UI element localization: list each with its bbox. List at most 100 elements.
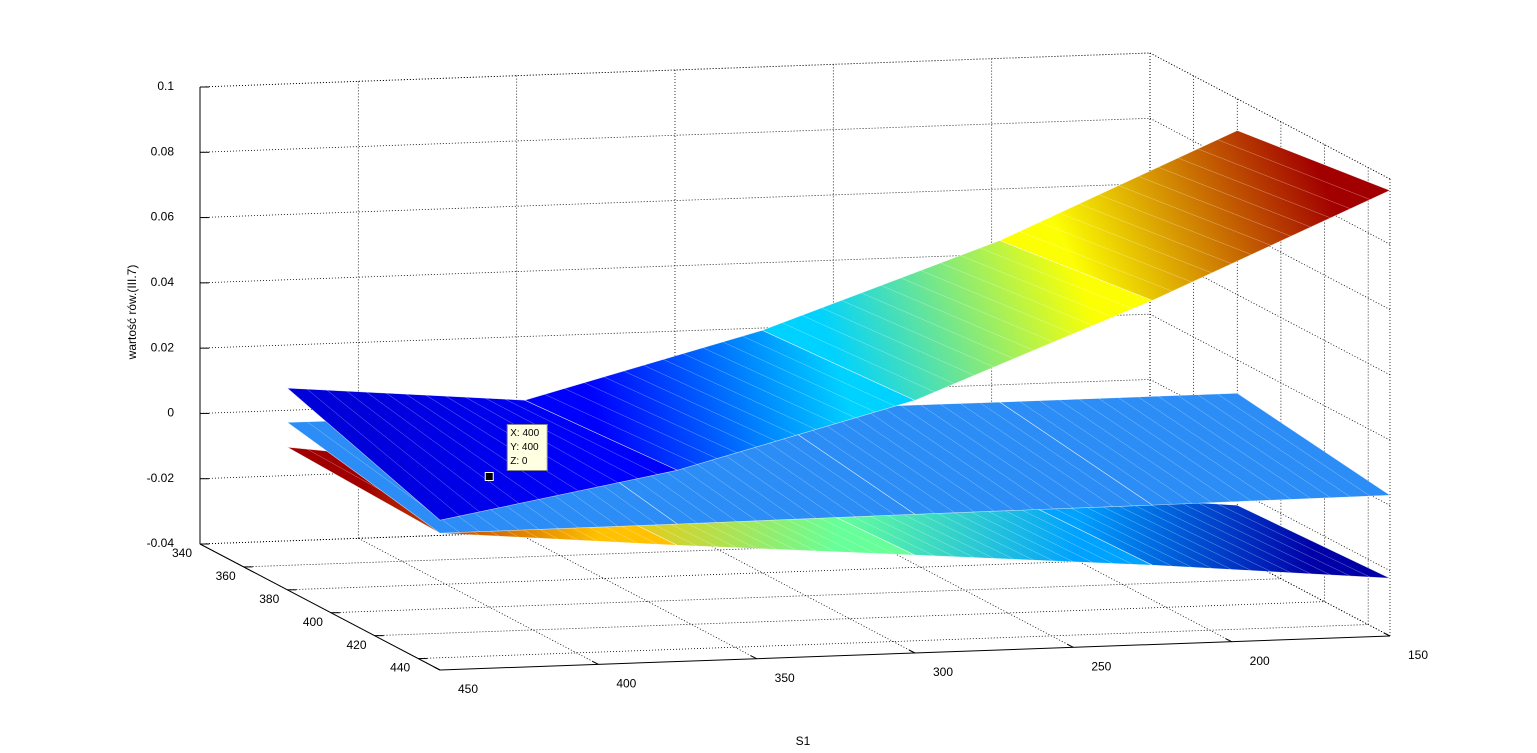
mesh-line bbox=[1098, 496, 1252, 571]
y-tick-label: 340 bbox=[172, 546, 192, 560]
x-axis bbox=[439, 635, 1391, 671]
z-tick-label: 0.02 bbox=[151, 340, 175, 354]
grid-line bbox=[1149, 313, 1391, 441]
mesh-line bbox=[1059, 212, 1212, 274]
mesh-line bbox=[821, 307, 975, 376]
x-tick bbox=[750, 655, 757, 660]
x-axis-label: S1 bbox=[796, 734, 811, 748]
mesh-line bbox=[1118, 397, 1272, 501]
mesh-line bbox=[643, 364, 797, 436]
x-tick-label: 450 bbox=[458, 682, 478, 696]
surface-cell bbox=[998, 392, 1391, 506]
y-tick-label: 380 bbox=[259, 592, 279, 606]
grid-line bbox=[199, 52, 1151, 88]
mesh-line bbox=[1158, 166, 1311, 228]
mesh-line bbox=[306, 388, 460, 517]
mesh-line bbox=[366, 391, 520, 504]
mesh-line bbox=[1177, 157, 1331, 219]
x-tick-label: 200 bbox=[1250, 654, 1270, 668]
x-tick bbox=[592, 660, 599, 665]
mesh-line bbox=[1019, 231, 1173, 292]
grid-line bbox=[199, 117, 1151, 153]
mesh-line bbox=[485, 397, 639, 479]
z-tick-label: 0.08 bbox=[151, 144, 175, 158]
grid-line bbox=[358, 537, 599, 665]
z-tick-label: 0 bbox=[167, 406, 174, 420]
mesh-line bbox=[900, 405, 1054, 510]
mesh-line bbox=[801, 315, 955, 384]
mesh-line bbox=[821, 408, 975, 513]
mesh-line bbox=[1217, 139, 1371, 200]
mesh-line bbox=[841, 300, 995, 368]
mesh-line bbox=[1039, 221, 1193, 283]
mesh-line bbox=[1078, 398, 1232, 503]
z-tick-label: 0.06 bbox=[151, 210, 175, 224]
datatip-box bbox=[506, 423, 548, 471]
mesh-line bbox=[960, 403, 1114, 507]
grid-line bbox=[199, 183, 1151, 218]
z-axis-label: wartość rów.(III.7) bbox=[125, 265, 139, 361]
y-tick-label: 440 bbox=[390, 661, 410, 675]
x-tick bbox=[908, 649, 916, 654]
mesh-line bbox=[623, 370, 777, 442]
mesh-line bbox=[1177, 395, 1331, 498]
y-tick-label: 420 bbox=[347, 638, 367, 652]
mesh-line bbox=[702, 347, 856, 419]
z-tick-label: -0.02 bbox=[147, 471, 175, 485]
mesh-line bbox=[1098, 398, 1252, 502]
x-tick-label: 400 bbox=[616, 677, 636, 691]
x-tick-label: 350 bbox=[775, 671, 795, 685]
z-tick-label: 0.04 bbox=[151, 275, 175, 289]
mesh-line bbox=[1217, 503, 1371, 578]
mesh-line bbox=[1059, 399, 1213, 503]
mesh-line bbox=[405, 393, 559, 496]
mesh-line bbox=[1157, 499, 1311, 575]
x-tick-label: 300 bbox=[933, 665, 953, 679]
mesh-line bbox=[425, 394, 579, 492]
mesh-line bbox=[1197, 148, 1351, 209]
mesh-line bbox=[940, 262, 1094, 326]
mesh-line bbox=[1098, 194, 1252, 255]
mesh-line bbox=[386, 392, 540, 500]
mesh-line bbox=[1217, 393, 1371, 497]
mesh-line bbox=[781, 322, 935, 393]
mesh-line bbox=[1039, 400, 1193, 504]
mesh-line bbox=[1197, 394, 1351, 498]
y-tick-label: 400 bbox=[303, 615, 323, 629]
mesh-line bbox=[960, 255, 1114, 318]
z-tick-label: 0.1 bbox=[157, 79, 174, 93]
mesh-line bbox=[1157, 395, 1311, 499]
z-tick-label: -0.04 bbox=[147, 536, 175, 550]
grid-line bbox=[516, 532, 757, 660]
mesh-line bbox=[920, 404, 1074, 509]
x-tick-label: 250 bbox=[1091, 660, 1111, 674]
x-tick bbox=[1067, 643, 1074, 648]
x-tick-label: 150 bbox=[1408, 648, 1428, 662]
mesh-line bbox=[326, 389, 480, 513]
mesh-line bbox=[346, 390, 500, 508]
mesh-line bbox=[663, 359, 817, 430]
mesh-line bbox=[880, 405, 1034, 510]
mesh-line bbox=[603, 376, 757, 448]
mesh-line bbox=[920, 270, 1074, 334]
grid-line bbox=[674, 526, 916, 654]
mesh-line bbox=[861, 292, 1015, 359]
mesh-line bbox=[504, 398, 658, 475]
mesh-line bbox=[900, 277, 1054, 343]
mesh-line bbox=[1197, 502, 1351, 577]
mesh-line bbox=[1177, 501, 1331, 576]
mesh-line bbox=[841, 407, 995, 512]
mesh-line bbox=[1019, 401, 1173, 505]
mesh-line bbox=[722, 341, 876, 413]
mesh-line bbox=[1138, 396, 1292, 500]
x-tick bbox=[1225, 638, 1232, 643]
mesh-line bbox=[1118, 497, 1272, 572]
datatip-marker bbox=[484, 471, 494, 481]
mesh-line bbox=[1138, 498, 1292, 574]
mesh-line bbox=[861, 406, 1015, 511]
grid-line bbox=[418, 624, 1369, 659]
mesh-line bbox=[564, 388, 718, 459]
mesh-line bbox=[940, 403, 1094, 508]
y-tick-label: 360 bbox=[216, 569, 236, 583]
